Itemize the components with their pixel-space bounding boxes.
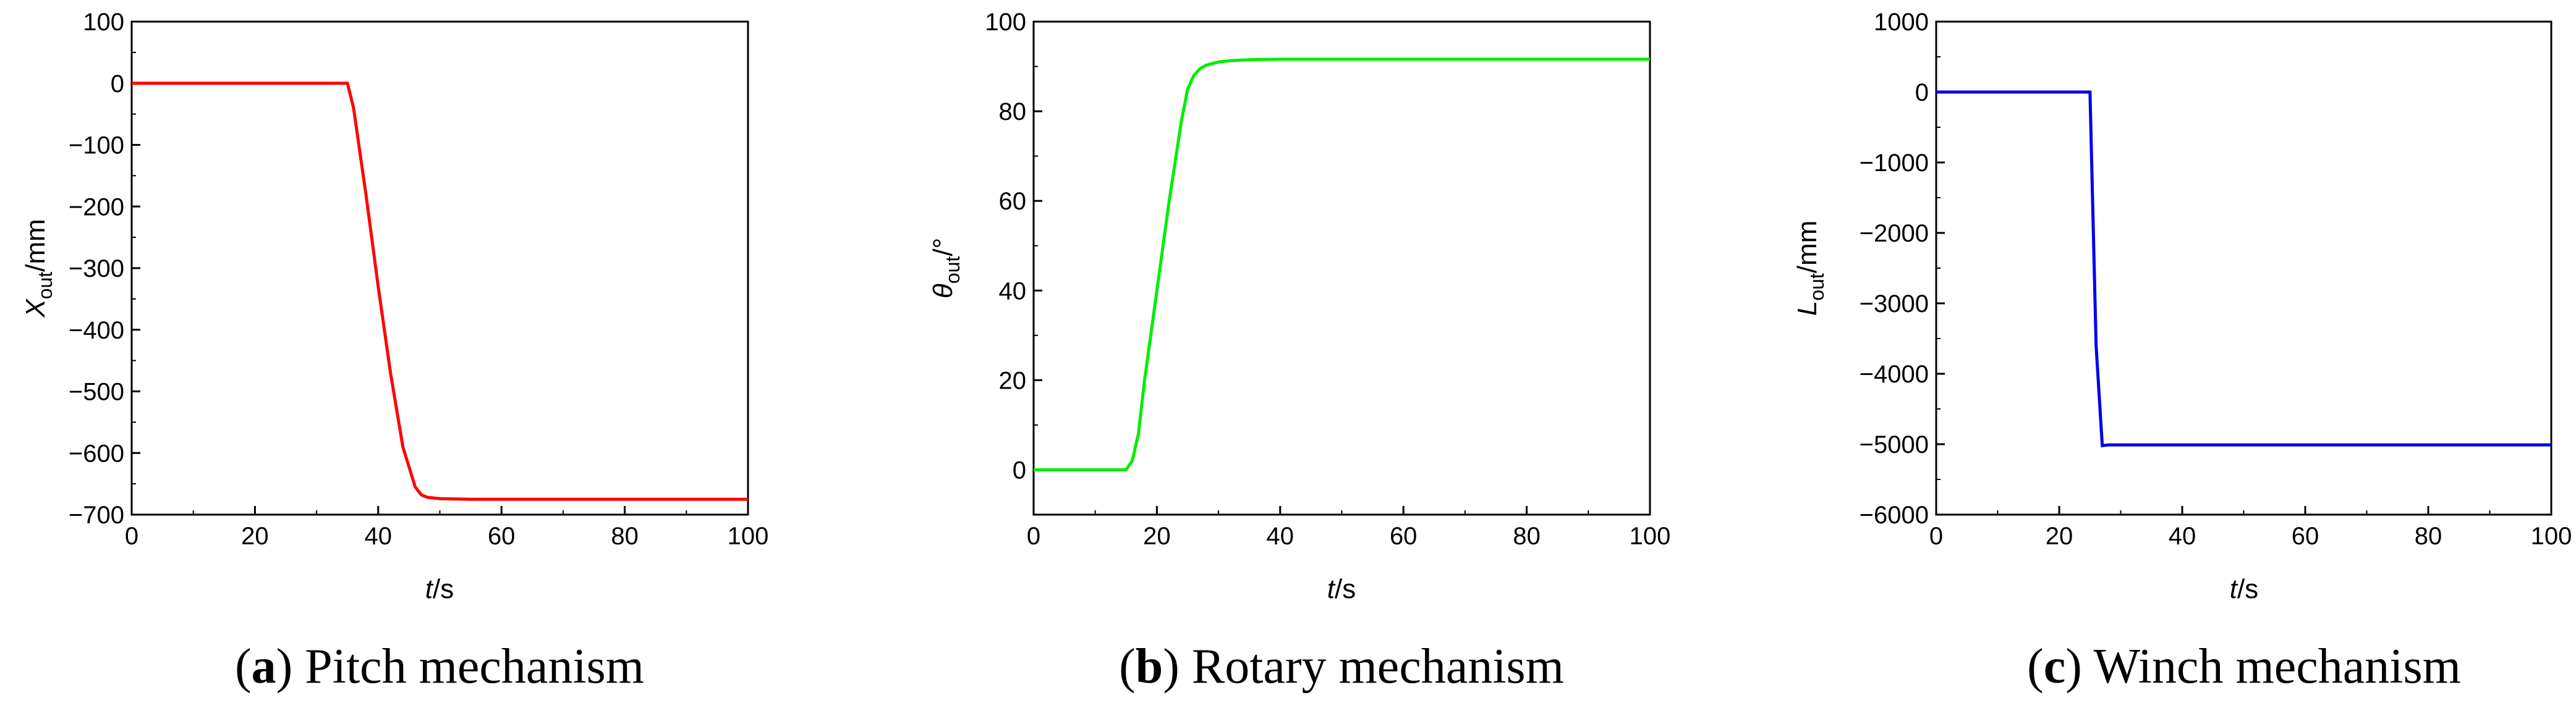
y-axis-label: Xout/mm: [20, 219, 56, 318]
y-axis-label: θout/°: [928, 238, 964, 298]
y-tick-label: −500: [69, 379, 124, 406]
x-axis-label: t/s: [2230, 574, 2258, 604]
y-tick-label: 0: [111, 70, 124, 98]
caption-text: Rotary mechanism: [1180, 639, 1564, 694]
panel-caption: (c) Winch mechanism: [2027, 639, 2461, 694]
x-tick-label: 100: [2531, 523, 2572, 550]
y-axis-unit: /°: [928, 238, 958, 256]
x-tick-label: 80: [611, 523, 639, 550]
x-tick-label: 40: [365, 523, 393, 550]
y-tick-label: 0: [1915, 79, 1929, 106]
x-axis-label: t/s: [425, 574, 454, 604]
caption-text: Winch mechanism: [2082, 639, 2461, 694]
x-tick-label: 0: [1929, 523, 1943, 550]
x-tick-label: 100: [1630, 523, 1671, 550]
y-axis-symbol: θ: [928, 284, 958, 298]
y-axis-unit: /mm: [1792, 221, 1822, 274]
y-tick-label: −700: [69, 502, 124, 529]
x-axis-unit: /s: [1335, 574, 1356, 604]
y-tick-label: 60: [999, 188, 1027, 215]
x-tick-label: 80: [2415, 523, 2442, 550]
axis-ticks: 0 20 40 60 80 100 −6000 −5000 −4000 −3000 −2000 −10…: [1860, 9, 2572, 550]
y-tick-label: −6000: [1860, 502, 1929, 529]
x-tick-label: 20: [2046, 523, 2073, 550]
y-axis-unit: /mm: [20, 219, 51, 272]
x-tick-label: 80: [1513, 523, 1541, 550]
panel-winch-mechanism: 0 20 40 60 80 100 −6000 −5000 −4000 −3000 −2000 −10…: [1792, 9, 2572, 694]
y-tick-label: −1000: [1860, 150, 1929, 177]
x-axis-unit: /s: [2237, 574, 2258, 604]
y-tick-label: −300: [69, 255, 124, 282]
y-axis-subscript: out: [1806, 273, 1828, 301]
plot-frame: [130, 20, 749, 516]
x-tick-label: 40: [1267, 523, 1294, 550]
panel-caption: (a) Pitch mechanism: [235, 639, 644, 694]
y-tick-label: −3000: [1860, 290, 1929, 318]
x-axis-label: t/s: [1327, 574, 1356, 604]
series-line: [1034, 57, 1650, 471]
x-tick-label: 0: [1027, 523, 1040, 550]
y-tick-label: 100: [83, 9, 124, 36]
caption-letter: b: [1136, 639, 1163, 694]
y-tick-label: 1000: [1874, 9, 1929, 36]
y-axis-symbol: L: [1792, 301, 1822, 316]
plot-frame: [1935, 20, 2553, 516]
y-axis-label: Lout/mm: [1792, 221, 1828, 316]
y-tick-label: 20: [999, 367, 1027, 394]
y-axis-symbol: X: [20, 298, 51, 318]
x-axis-symbol: t: [2230, 574, 2238, 604]
y-tick-label: −4000: [1860, 361, 1929, 388]
x-tick-label: 20: [241, 523, 269, 550]
x-tick-label: 20: [1143, 523, 1171, 550]
series-line: [1936, 90, 2551, 448]
y-tick-label: 80: [999, 98, 1027, 125]
y-tick-label: −2000: [1860, 220, 1929, 247]
axis-ticks: 0 20 40 60 80 100 0 20 40 60 80 100: [985, 9, 1670, 550]
x-tick-label: 40: [2169, 523, 2196, 550]
y-tick-label: 40: [999, 277, 1027, 305]
caption-letter: a: [252, 639, 276, 694]
x-axis-symbol: t: [425, 574, 434, 604]
y-tick-label: −600: [69, 440, 124, 467]
x-axis-symbol: t: [1327, 574, 1336, 604]
caption-text: Pitch mechanism: [292, 639, 644, 694]
x-tick-label: 60: [488, 523, 516, 550]
panel-pitch-mechanism: 0 20 40 60 80 100 −700 −600 −500 −400 −300 −200 −100…: [20, 9, 768, 694]
y-tick-label: −100: [69, 132, 124, 159]
y-axis-subscript: out: [942, 256, 964, 284]
panel-caption: (b) Rotary mechanism: [1119, 639, 1564, 694]
x-axis-unit: /s: [433, 574, 454, 604]
y-tick-label: 100: [985, 9, 1026, 36]
axis-ticks: 0 20 40 60 80 100 −700 −600 −500 −400 −300 −200 −100…: [69, 9, 768, 550]
panel-rotary-mechanism: 0 20 40 60 80 100 0 20 40 60 80 100 θout/° t/s (b) …: [928, 9, 1670, 694]
y-tick-label: −200: [69, 193, 124, 221]
plot-frame: [1032, 20, 1651, 516]
y-axis-subscript: out: [34, 272, 56, 300]
x-tick-label: 60: [2292, 523, 2319, 550]
y-tick-label: −400: [69, 317, 124, 344]
x-tick-label: 100: [728, 523, 769, 550]
y-tick-label: 0: [1013, 457, 1026, 484]
series-line: [132, 82, 748, 501]
x-tick-label: 0: [125, 523, 138, 550]
x-tick-label: 60: [1390, 523, 1418, 550]
y-tick-label: −5000: [1860, 431, 1929, 458]
caption-letter: c: [2044, 639, 2066, 694]
